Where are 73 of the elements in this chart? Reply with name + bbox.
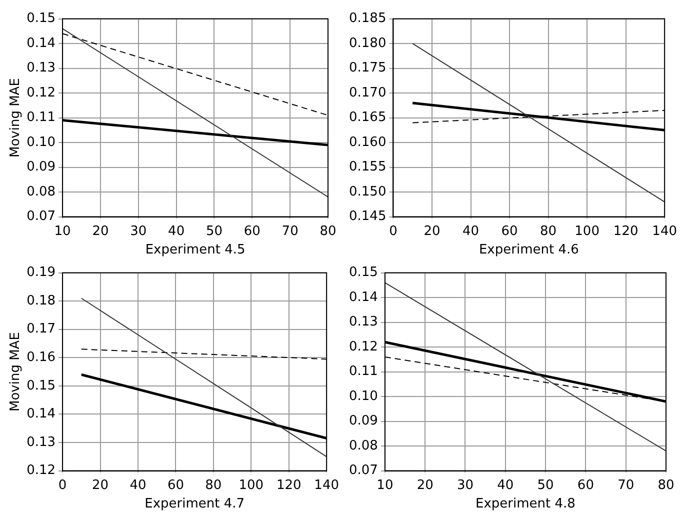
y-tick-label: 0.09 [26, 160, 56, 175]
x-tick-label: 60 [501, 224, 518, 239]
x-tick-label: 0 [58, 478, 67, 493]
y-tick-label: 0.08 [26, 184, 56, 200]
y-tick-label: 0.19 [26, 265, 56, 280]
x-tick-label: 40 [497, 478, 514, 493]
x-tick-label: 20 [92, 478, 109, 493]
x-tick-label: 60 [167, 478, 184, 493]
x-axis-title: Experiment 4.5 [145, 242, 246, 258]
y-tick-label: 0.09 [348, 414, 378, 429]
x-tick-label: 70 [282, 224, 298, 239]
y-tick-label: 0.14 [348, 290, 378, 305]
y-tick-label: 0.185 [349, 11, 386, 26]
x-tick-label: 80 [658, 478, 674, 493]
y-tick-label: 0.07 [26, 209, 56, 224]
x-tick-label: 70 [618, 478, 634, 493]
y-axis-title: Moving MAE [8, 78, 24, 158]
x-tick-label: 20 [424, 224, 440, 239]
y-tick-label: 0.18 [26, 293, 56, 308]
y-tick-label: 0.12 [348, 339, 378, 354]
y-tick-label: 0.17 [26, 322, 56, 337]
y-tick-label: 0.11 [26, 110, 56, 126]
y-tick-label: 0.11 [348, 364, 378, 380]
y-tick-label: 0.160 [349, 134, 386, 150]
y-tick-label: 0.150 [349, 184, 386, 200]
x-tick-label: 40 [462, 224, 480, 239]
x-tick-label: 10 [54, 224, 71, 239]
y-tick-label: 0.08 [348, 438, 378, 454]
y-tick-label: 0.10 [348, 388, 378, 404]
y-tick-label: 0.145 [349, 209, 386, 224]
x-tick-label: 80 [320, 224, 336, 239]
y-axis-title: Moving MAE [8, 332, 24, 412]
x-tick-label: 120 [276, 478, 302, 493]
x-tick-label: 20 [92, 224, 109, 239]
x-axis-title: Experiment 4.7 [144, 496, 245, 512]
x-tick-label: 100 [574, 224, 600, 239]
y-tick-label: 0.07 [348, 463, 378, 478]
y-tick-label: 0.14 [26, 406, 56, 422]
y-tick-label: 0.165 [349, 110, 386, 126]
y-tick-label: 0.155 [349, 160, 386, 175]
x-tick-label: 10 [376, 478, 394, 493]
y-tick-label: 0.13 [26, 60, 56, 76]
x-axis-title: Experiment 4.8 [476, 496, 576, 512]
y-tick-label: 0.13 [26, 434, 56, 450]
x-tick-label: 30 [130, 224, 147, 239]
x-tick-label: 50 [537, 478, 554, 493]
y-tick-label: 0.13 [348, 314, 378, 330]
x-tick-label: 0 [389, 224, 398, 239]
x-tick-label: 140 [314, 478, 340, 493]
y-tick-label: 0.16 [26, 350, 56, 366]
y-tick-label: 0.15 [348, 265, 378, 280]
y-tick-label: 0.15 [26, 11, 56, 26]
x-tick-label: 80 [205, 478, 222, 493]
y-tick-label: 0.12 [26, 463, 56, 478]
x-tick-label: 40 [130, 478, 146, 493]
x-tick-label: 40 [168, 224, 185, 239]
x-tick-label: 140 [652, 224, 678, 239]
x-tick-label: 20 [416, 478, 434, 493]
y-tick-label: 0.15 [26, 378, 56, 394]
x-tick-label: 30 [456, 478, 474, 493]
x-tick-label: 120 [613, 224, 638, 239]
x-axis-title: Experiment 4.6 [478, 242, 579, 258]
x-tick-label: 60 [244, 224, 260, 239]
y-tick-label: 0.14 [26, 36, 56, 51]
x-tick-label: 50 [206, 224, 223, 239]
y-tick-label: 0.12 [26, 85, 56, 100]
x-tick-label: 60 [577, 478, 594, 493]
y-tick-label: 0.170 [349, 85, 386, 100]
y-tick-label: 0.10 [26, 134, 56, 150]
y-tick-label: 0.180 [349, 36, 386, 51]
x-tick-label: 100 [238, 478, 264, 493]
y-tick-label: 0.175 [349, 60, 386, 76]
x-tick-label: 80 [540, 224, 557, 239]
